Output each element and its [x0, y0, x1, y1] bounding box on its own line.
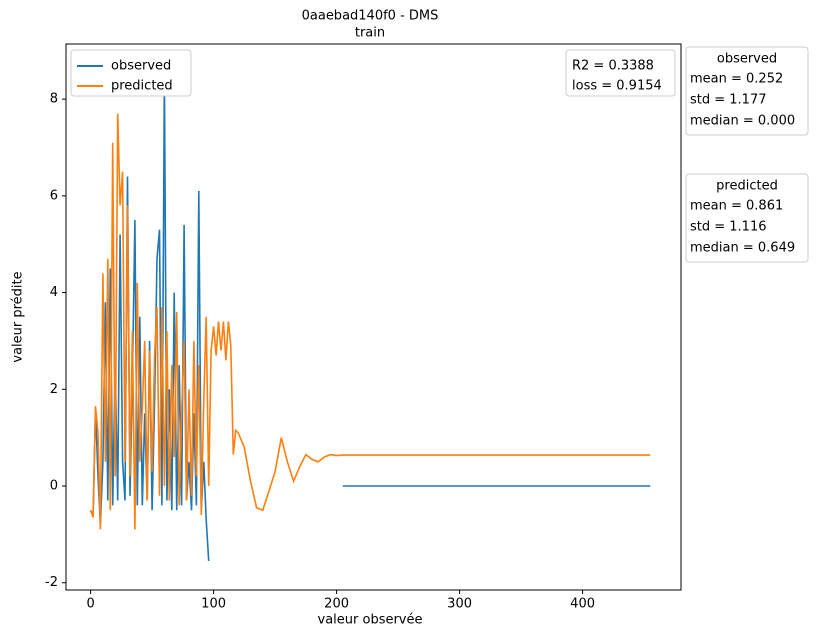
stats-line: std = 1.116: [690, 220, 767, 235]
metric: loss = 0.9154: [572, 79, 662, 94]
y-tick-label: 0: [50, 479, 58, 494]
stats-title: observed: [717, 52, 777, 67]
legend-label: observed: [111, 59, 171, 74]
x-axis-label: valeur observée: [318, 613, 423, 628]
chart-subtitle: train: [355, 26, 385, 41]
chart-title: 0aaebad140f0 - DMS: [302, 9, 439, 24]
x-tick-label: 200: [324, 597, 349, 612]
stats-line: mean = 0.861: [690, 199, 783, 214]
series-line: [89, 74, 651, 562]
y-tick-label: 6: [50, 188, 58, 203]
stats-box: [685, 173, 809, 263]
stats-line: median = 0.000: [690, 114, 795, 129]
y-axis-label: valeur prédite: [11, 271, 26, 362]
y-tick-label: 2: [50, 382, 58, 397]
stats-box: [685, 46, 809, 136]
y-tick-label: 4: [50, 285, 58, 300]
metrics-box: [565, 49, 676, 97]
plot-frame: [65, 43, 682, 591]
x-tick-label: 100: [201, 597, 226, 612]
y-tick-label: 8: [50, 92, 58, 107]
legend-label: predicted: [111, 79, 173, 94]
x-tick-label: 0: [86, 597, 94, 612]
x-tick-label: 400: [570, 597, 595, 612]
legend-box: [70, 49, 192, 97]
stats-line: std = 1.177: [690, 93, 767, 108]
series-line: [89, 113, 651, 530]
stats-line: median = 0.649: [690, 241, 795, 256]
stats-title: predicted: [716, 179, 778, 194]
y-tick-label: -2: [45, 575, 58, 590]
x-tick-label: 300: [447, 597, 472, 612]
stats-line: mean = 0.252: [690, 72, 783, 87]
metric: R2 = 0.3388: [572, 59, 654, 74]
